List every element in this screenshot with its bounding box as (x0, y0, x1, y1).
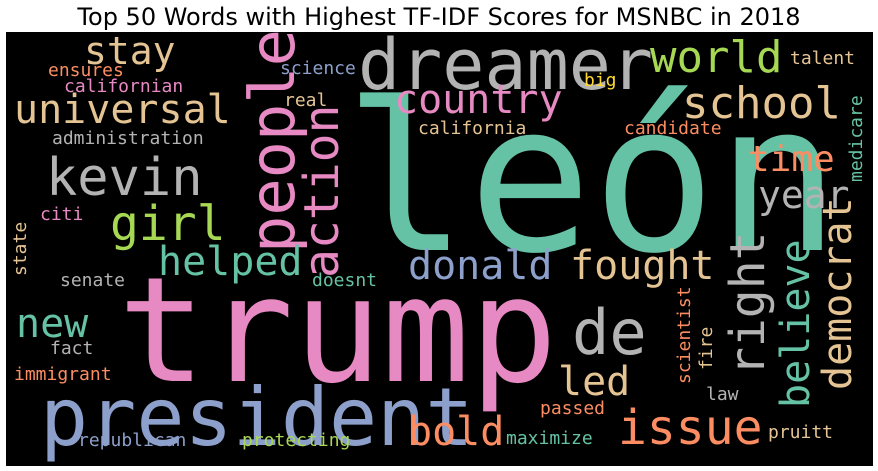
word-new: new (16, 301, 89, 347)
word-democrat: democrat (815, 197, 861, 390)
word-fought: fought (570, 243, 715, 289)
word-kevin: kevin (46, 148, 203, 208)
word-year: year (758, 173, 850, 217)
word-de: de (572, 296, 647, 369)
word-believe: believe (773, 239, 819, 408)
word-cloud: león trump president dreamer people de k… (6, 32, 873, 466)
word-pruitt: pruitt (768, 422, 834, 443)
word-action: action (294, 104, 350, 278)
word-time: time (748, 139, 835, 180)
word-issue: issue (618, 400, 763, 456)
word-dreamer: dreamer (358, 32, 654, 106)
word-protecting: protecting (242, 430, 351, 451)
word-right: right (720, 231, 776, 377)
word-law: law (706, 384, 739, 405)
word-trump: trump (118, 246, 558, 416)
word-medicare: medicare (846, 95, 867, 182)
word-passed: passed (540, 398, 606, 419)
word-candidate: candidate (624, 118, 722, 139)
word-girl: girl (110, 196, 226, 252)
word-administration: administration (52, 128, 204, 149)
word-helped: helped (158, 239, 303, 285)
word-donald: donald (408, 243, 553, 289)
chart-title: Top 50 Words with Highest TF-IDF Scores … (77, 3, 801, 31)
word-scientist: scientist (674, 286, 695, 384)
word-real: real (284, 90, 328, 111)
word-president: president (40, 371, 474, 464)
word-immigrant: immigrant (14, 364, 112, 385)
word-republican: republican (78, 430, 187, 451)
word-fire: fire (696, 326, 717, 370)
word-universal: universal (14, 87, 231, 133)
word-big: big (584, 70, 617, 91)
word-country: country (394, 77, 563, 123)
word-doesnt: doesnt (312, 270, 378, 291)
word-maximize: maximize (506, 428, 593, 449)
word-fact: fact (50, 338, 94, 359)
word-stay: stay (84, 32, 176, 73)
word-californian: californian (64, 76, 184, 97)
word-led: led (558, 359, 631, 405)
word-school: school (682, 78, 841, 129)
word-senate: senate (60, 270, 126, 291)
word-talent: talent (790, 48, 856, 69)
word-california: california (418, 118, 527, 139)
word-ensures: ensures (48, 60, 124, 81)
word-science: science (280, 58, 356, 79)
word-state: state (10, 221, 31, 276)
word-world: world (650, 32, 783, 83)
word-bold: bold (408, 409, 505, 455)
word-leon: león (344, 59, 841, 299)
word-citi: citi (40, 204, 84, 225)
